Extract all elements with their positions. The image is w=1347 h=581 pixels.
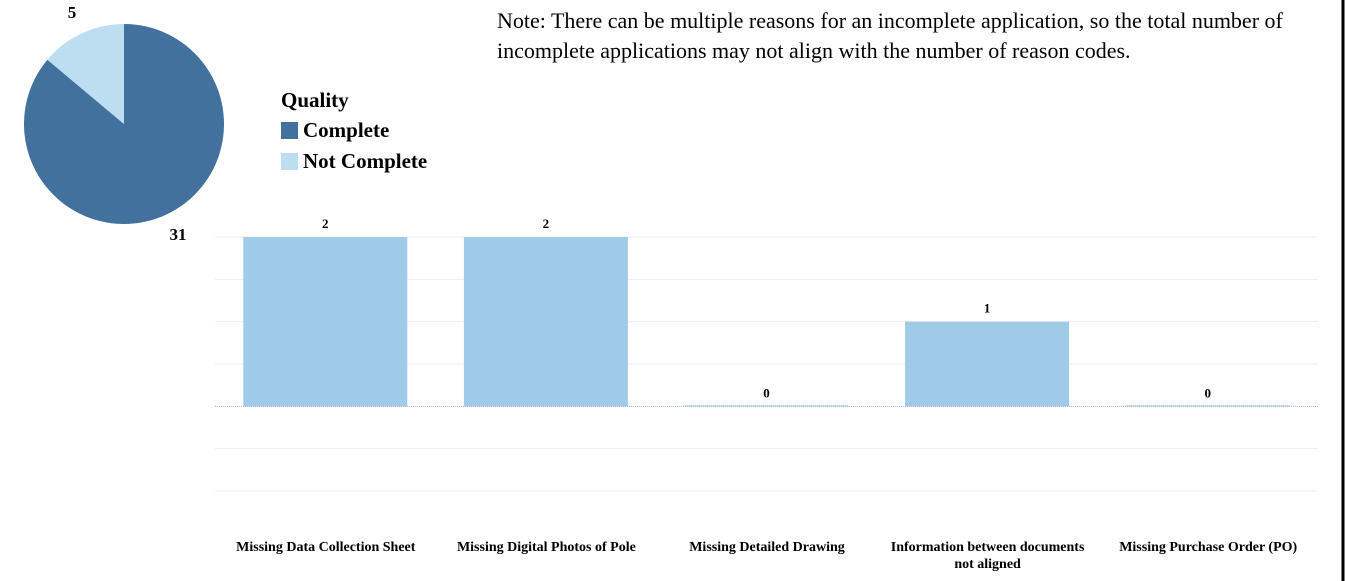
legend-item: Complete [281, 118, 389, 143]
note: Note: There can be multiple reasons for … [497, 8, 1283, 63]
x-tick-label: Missing Purchase Order (PO) [1119, 540, 1298, 555]
bar [905, 321, 1070, 407]
x-tick-label: Missing Digital Photos of Pole [456, 540, 636, 555]
pie-slice [47, 24, 125, 124]
value-label: 0 [1204, 385, 1211, 400]
x-tick-label: Information between documents not aligne… [890, 540, 1085, 572]
pie-label: 31 [170, 225, 187, 244]
legend-label: Not Complete [303, 149, 428, 173]
bar [243, 237, 408, 407]
value-label: 0 [763, 385, 770, 400]
bar [463, 237, 628, 407]
value-label: 1 [984, 301, 991, 316]
value-label: 2 [322, 216, 329, 231]
x-tick-label: Missing Data Collection Sheet [236, 540, 416, 555]
legend-label: Complete [303, 118, 390, 142]
legend-swatch [281, 122, 298, 139]
pie-slice [23, 24, 225, 224]
legend-title: Quality [281, 88, 349, 112]
legend-item: Not Complete [281, 149, 427, 174]
x-tick-label: Missing Detailed Drawing [689, 540, 845, 555]
bar [684, 405, 849, 407]
pie-label: 5 [68, 3, 77, 22]
value-label: 2 [543, 216, 550, 231]
legend-swatch [281, 153, 298, 170]
